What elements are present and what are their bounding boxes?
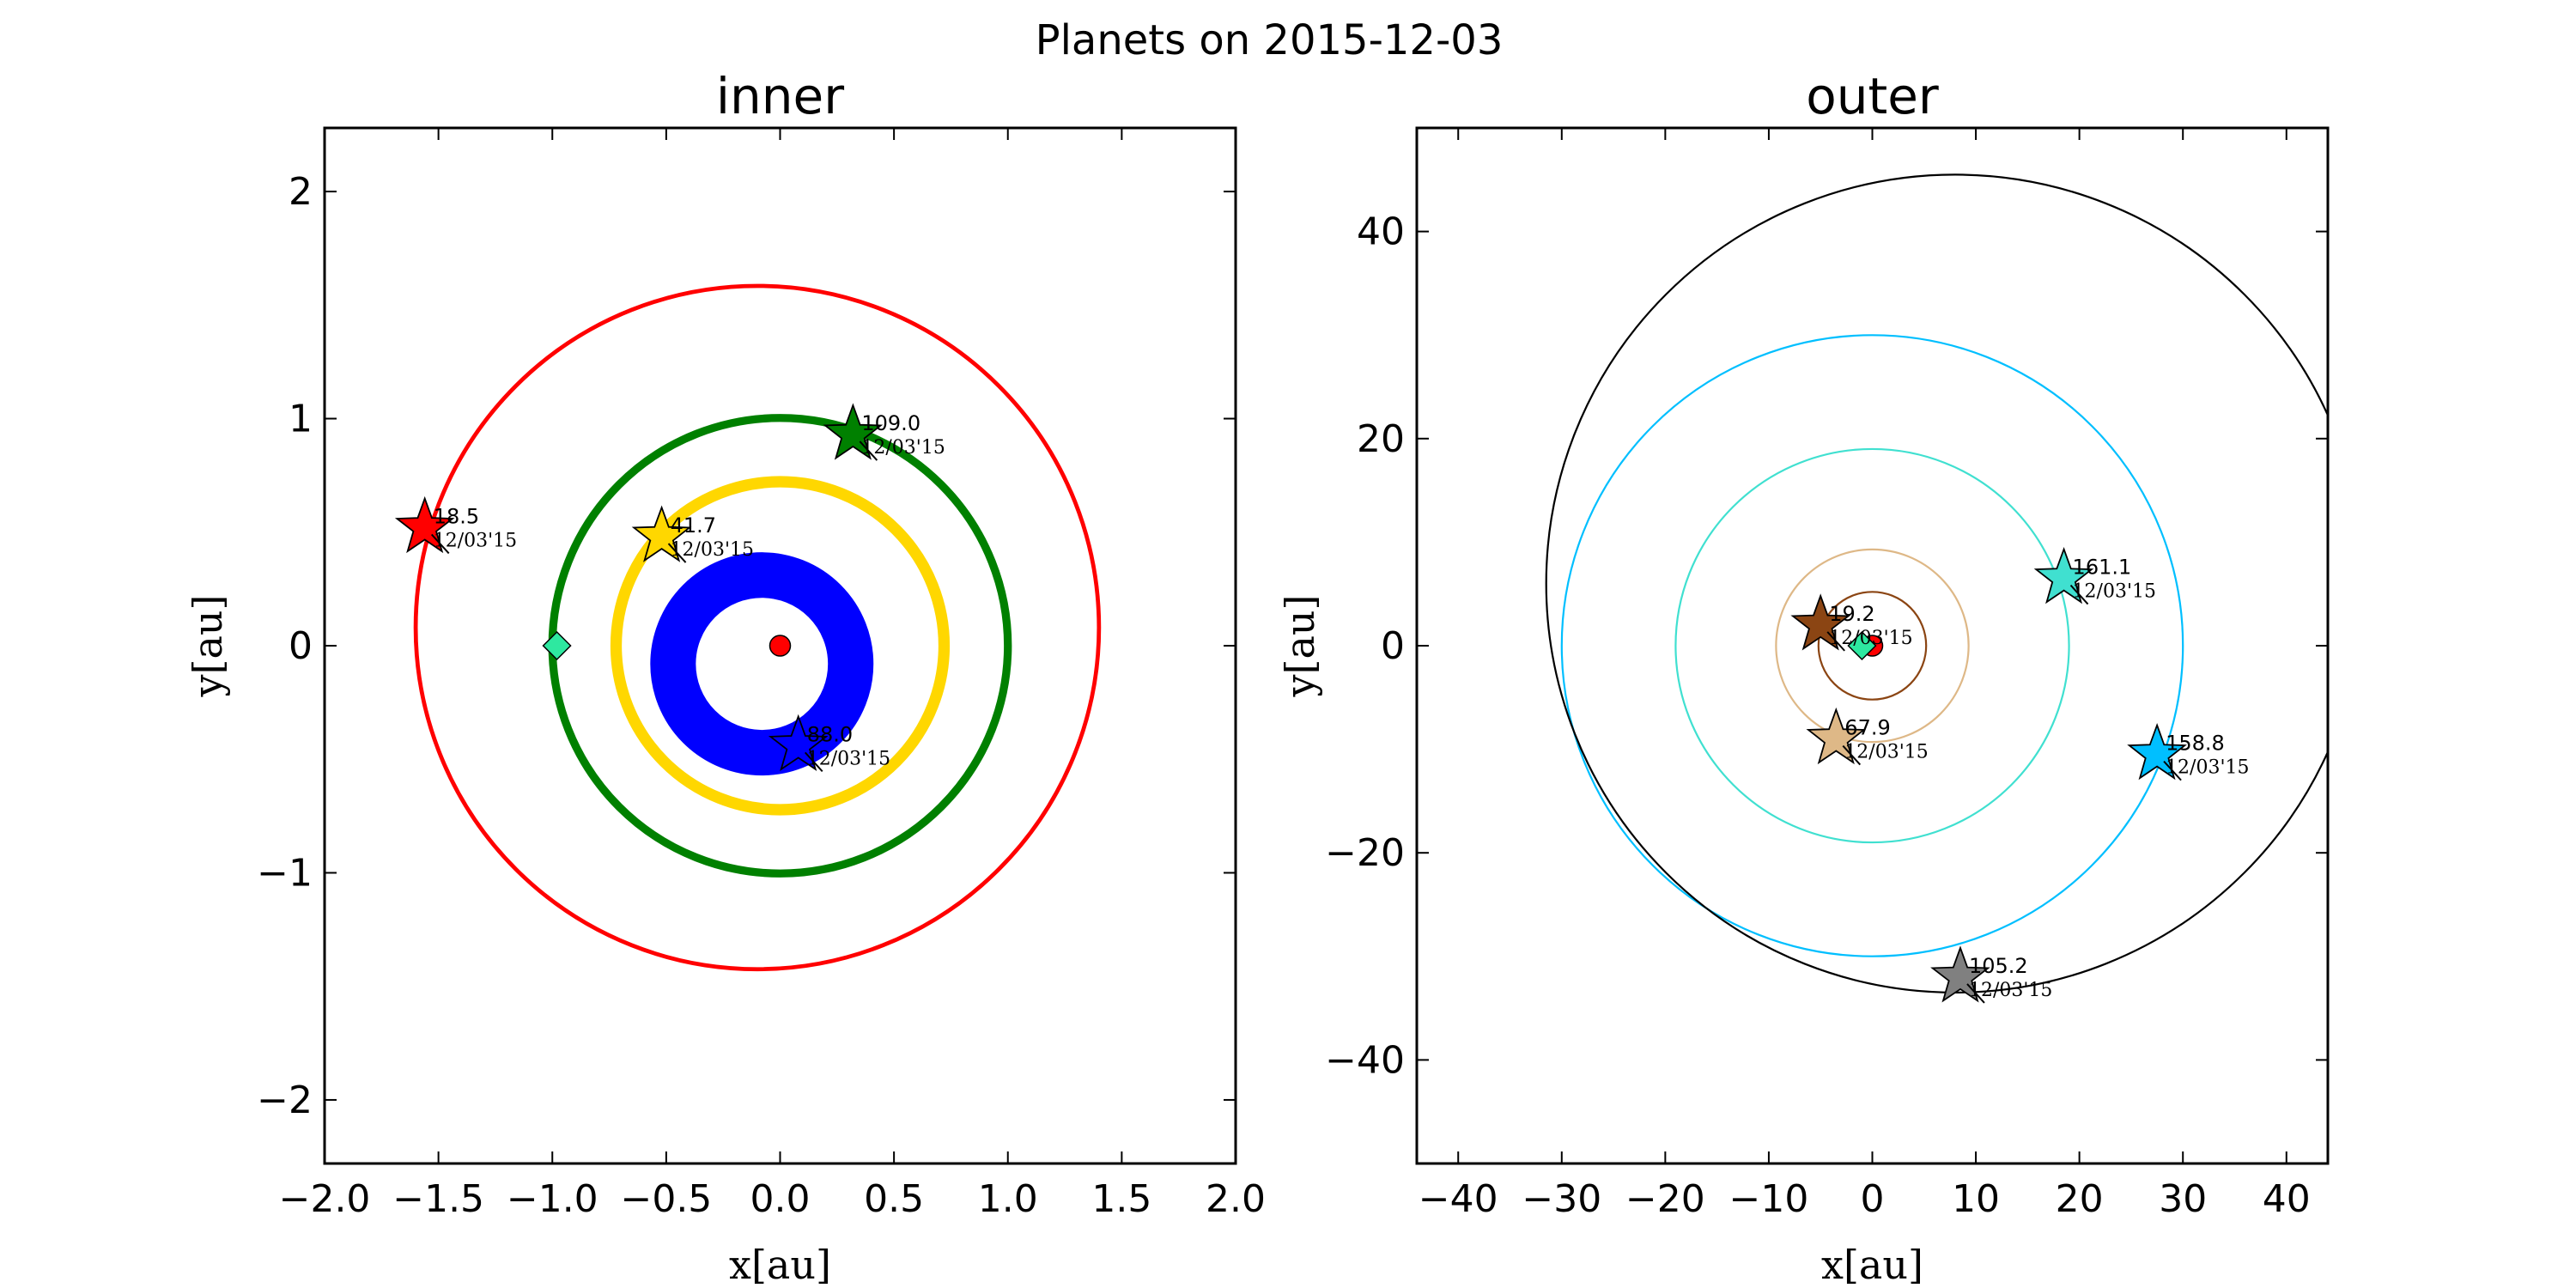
planet-star bbox=[768, 714, 829, 772]
planet-star bbox=[1790, 593, 1851, 651]
planet-star bbox=[1806, 707, 1867, 765]
orbit-ring bbox=[650, 552, 874, 776]
planet-date: 12/03'15 bbox=[2166, 757, 2249, 779]
figure-suptitle: Planets on 2015-12-03 bbox=[1036, 16, 1504, 64]
planet-arrow bbox=[1966, 983, 1985, 1004]
orbit-ring bbox=[413, 283, 1102, 972]
planet-arrow bbox=[667, 543, 687, 563]
y-tick-label: 2 bbox=[289, 170, 313, 214]
planet-date: 12/03'15 bbox=[1829, 628, 1912, 649]
y-tick-label: 20 bbox=[1357, 417, 1405, 461]
y-tick-label: 0 bbox=[289, 624, 313, 668]
planet-star bbox=[2127, 722, 2187, 781]
axes-title: inner bbox=[716, 67, 844, 125]
planet-star bbox=[631, 505, 692, 562]
orbit-ring bbox=[610, 476, 951, 816]
planet-star bbox=[823, 403, 884, 460]
panel-inner: 88.012/03'1541.712/03'15109.012/03'1518.… bbox=[185, 67, 1266, 1288]
planet-arrow bbox=[804, 751, 823, 773]
x-tick-label: 30 bbox=[2159, 1177, 2207, 1221]
x-tick-label: −40 bbox=[1419, 1177, 1498, 1221]
x-tick-label: −2.0 bbox=[279, 1177, 371, 1221]
planet-date: 12/03'15 bbox=[434, 530, 517, 551]
planet-label: 109.0 bbox=[861, 411, 920, 435]
x-tick-label: 1.5 bbox=[1091, 1177, 1151, 1221]
x-axis-label: x[au] bbox=[1821, 1242, 1923, 1288]
y-tick-label: 1 bbox=[289, 398, 313, 441]
sun-marker bbox=[769, 635, 792, 657]
plot-area: 19.212/03'1567.912/03'15161.112/03'15158… bbox=[1545, 173, 2328, 1004]
planet-label: 161.1 bbox=[2073, 556, 2132, 580]
orbit-ring bbox=[1674, 447, 2070, 844]
x-tick-label: 0.0 bbox=[750, 1177, 811, 1221]
y-axis-label: y[au] bbox=[1277, 595, 1323, 698]
orbit-ring bbox=[1775, 548, 1970, 744]
planet-star bbox=[394, 495, 455, 554]
x-tick-label: 0 bbox=[1861, 1177, 1885, 1221]
planet-date: 12/03'15 bbox=[1969, 980, 2052, 1001]
planet-label: 105.2 bbox=[1969, 954, 2028, 978]
planet-label: 41.7 bbox=[671, 513, 716, 538]
plot-area: 88.012/03'1541.712/03'15109.012/03'1518.… bbox=[394, 283, 1102, 972]
x-tick-label: −20 bbox=[1625, 1177, 1705, 1221]
orbit-ring bbox=[1560, 334, 2184, 957]
planet-label: 158.8 bbox=[2166, 732, 2225, 756]
x-tick-label: 10 bbox=[1952, 1177, 2000, 1221]
planet-star bbox=[2033, 546, 2094, 605]
planet-arrow bbox=[1842, 744, 1862, 766]
axes-title: outer bbox=[1806, 67, 1939, 125]
diamond-marker bbox=[542, 630, 572, 661]
orbit-ring bbox=[1545, 173, 2328, 993]
y-axis-label: y[au] bbox=[185, 595, 231, 698]
x-tick-label: 2.0 bbox=[1206, 1177, 1266, 1221]
x-tick-label: −1.5 bbox=[392, 1177, 484, 1221]
planet-arrow bbox=[1826, 631, 1845, 652]
planet-label: 67.9 bbox=[1844, 716, 1890, 740]
orbit-ring bbox=[1817, 591, 1928, 701]
y-tick-label: 0 bbox=[1381, 624, 1405, 668]
x-tick-label: 20 bbox=[2056, 1177, 2104, 1221]
diamond-marker bbox=[1847, 630, 1877, 661]
planet-arrow bbox=[2163, 760, 2182, 781]
x-tick-label: 40 bbox=[2263, 1177, 2311, 1221]
x-tick-label: −30 bbox=[1522, 1177, 1601, 1221]
planet-date: 12/03'15 bbox=[671, 539, 754, 561]
y-tick-label: −40 bbox=[1325, 1038, 1405, 1082]
planet-label: 18.5 bbox=[434, 504, 479, 528]
x-tick-label: −10 bbox=[1729, 1177, 1809, 1221]
x-tick-label: −1.0 bbox=[507, 1177, 598, 1221]
y-tick-label: −2 bbox=[257, 1078, 313, 1122]
planet-arrow bbox=[430, 533, 450, 555]
panel-outer: 19.212/03'1567.912/03'15161.112/03'15158… bbox=[1277, 67, 2330, 1288]
y-tick-label: 40 bbox=[1357, 210, 1405, 254]
planet-date: 12/03'15 bbox=[807, 748, 890, 769]
planet-star bbox=[1930, 945, 1990, 1003]
planet-date: 12/03'15 bbox=[2073, 581, 2156, 603]
planet-arrow bbox=[859, 440, 878, 461]
x-tick-label: 1.0 bbox=[978, 1177, 1038, 1221]
planet-date: 12/03'15 bbox=[861, 437, 945, 459]
x-tick-label: −0.5 bbox=[620, 1177, 712, 1221]
x-tick-label: 0.5 bbox=[864, 1177, 924, 1221]
planet-label: 88.0 bbox=[807, 722, 853, 746]
planet-label: 19.2 bbox=[1829, 602, 1874, 626]
y-tick-label: −1 bbox=[257, 851, 313, 895]
planet-arrow bbox=[2069, 584, 2089, 605]
planet-date: 12/03'15 bbox=[1844, 742, 1928, 763]
y-tick-label: −20 bbox=[1325, 831, 1405, 875]
x-axis-label: x[au] bbox=[729, 1242, 831, 1288]
